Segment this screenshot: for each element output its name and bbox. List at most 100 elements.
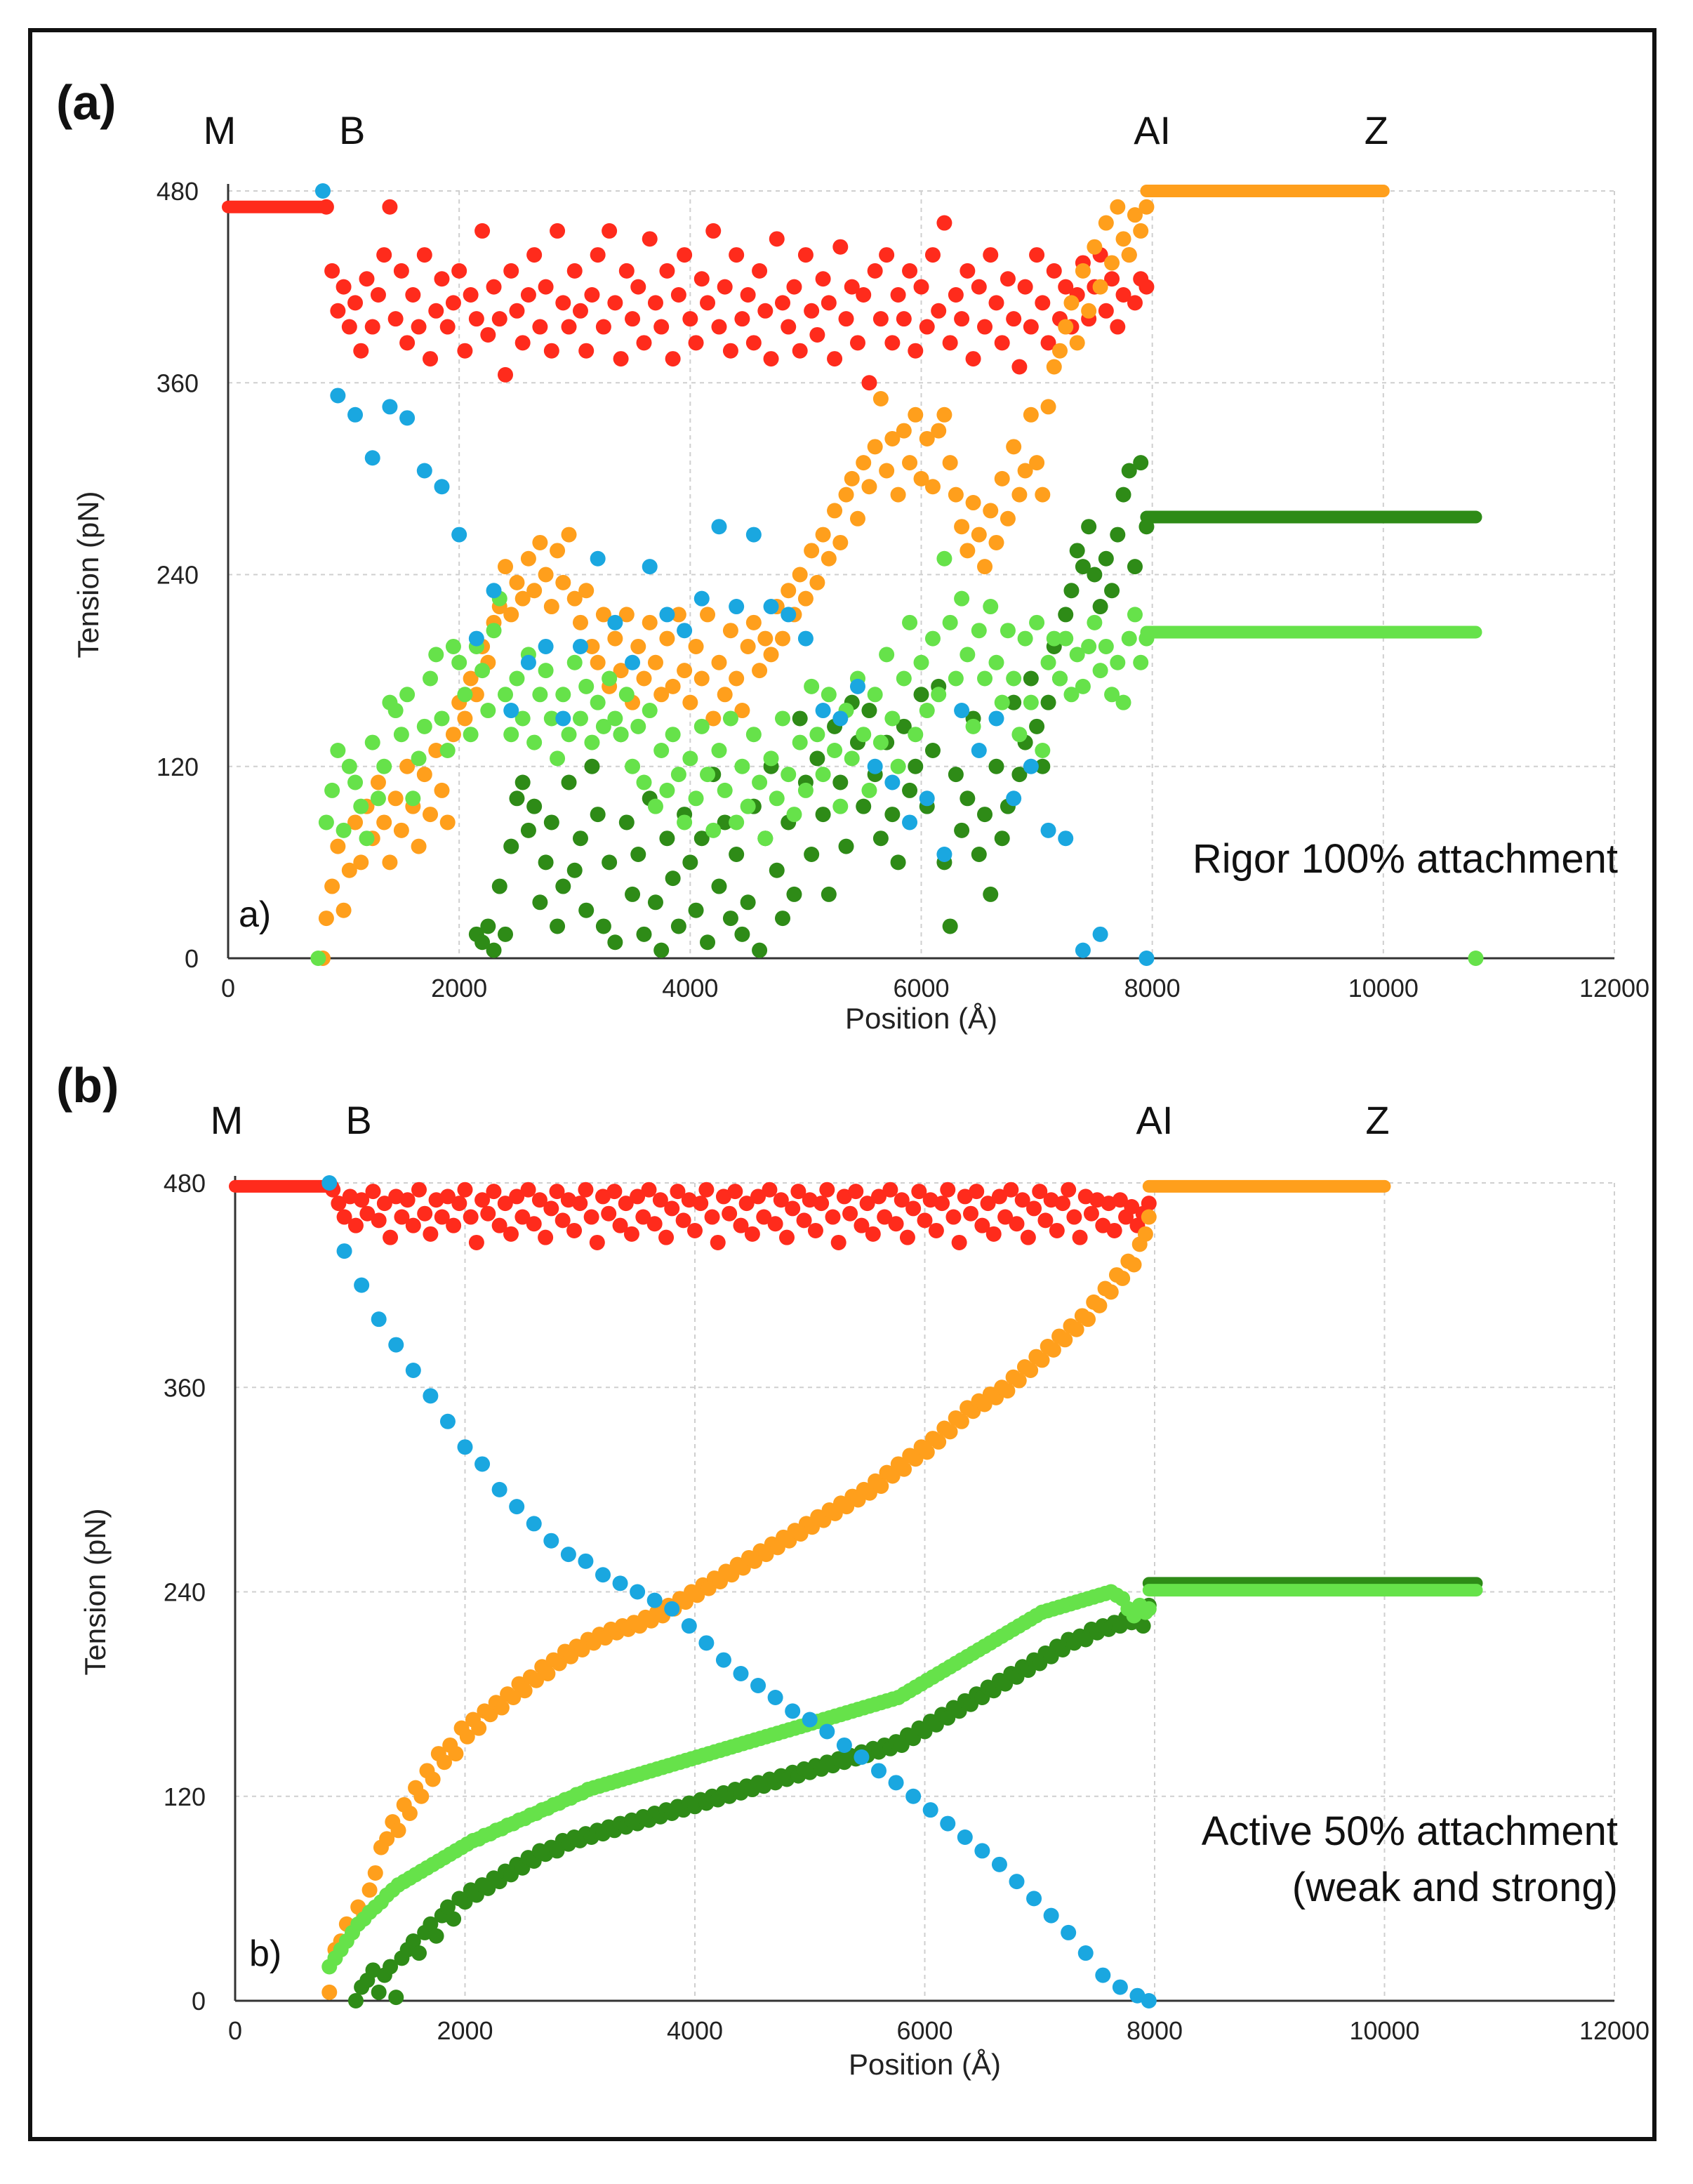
data-point (988, 710, 1004, 727)
data-point (1032, 1184, 1048, 1200)
data-point (578, 678, 595, 694)
data-point (659, 830, 675, 847)
data-point (331, 1196, 347, 1212)
data-point (359, 830, 375, 847)
data-point (636, 926, 652, 942)
data-point (919, 790, 935, 807)
x-axis-title: Position (Å) (845, 1002, 997, 1035)
data-point (804, 543, 820, 559)
data-point (1023, 670, 1039, 687)
data-point (1092, 926, 1108, 942)
data-point (405, 1217, 421, 1233)
data-point (792, 710, 808, 727)
data-point (555, 574, 571, 590)
data-point (659, 630, 675, 647)
panel-sub-label: b) (249, 1933, 281, 1974)
data-point (509, 1499, 525, 1515)
data-point (486, 623, 502, 639)
data-point (832, 710, 849, 727)
data-point (740, 894, 756, 911)
data-point (550, 750, 566, 767)
data-point (399, 687, 416, 703)
data-point (434, 479, 450, 495)
data-point (520, 1182, 536, 1198)
data-point (1121, 630, 1137, 647)
data-point (1006, 670, 1022, 687)
data-point (740, 798, 756, 814)
data-point (365, 1962, 381, 1978)
data-point (428, 742, 444, 758)
data-point (807, 1222, 823, 1238)
data-point (854, 1749, 870, 1765)
data-point (486, 279, 502, 295)
data-point (1135, 1618, 1151, 1634)
data-point (682, 311, 698, 327)
data-point (827, 503, 843, 519)
data-point (423, 807, 439, 823)
data-point (931, 303, 947, 319)
data-point (526, 734, 543, 750)
data-point (310, 951, 326, 966)
data-point (367, 1865, 383, 1881)
data-point (1069, 543, 1085, 559)
data-point (1115, 231, 1131, 247)
data-point (677, 663, 693, 679)
data-point (428, 647, 444, 663)
x-tick-label: 2000 (437, 2016, 493, 2045)
data-point (1087, 239, 1103, 255)
data-point (399, 1192, 416, 1208)
data-point (555, 687, 571, 703)
data-point (630, 279, 646, 295)
data-point (659, 607, 675, 623)
data-point (601, 1205, 617, 1222)
data-point (416, 767, 432, 783)
data-point (797, 590, 814, 607)
data-point (1104, 687, 1120, 703)
data-point (867, 687, 883, 703)
data-point (745, 614, 762, 630)
data-point (538, 854, 554, 871)
data-point (1106, 1222, 1122, 1238)
data-point (717, 687, 733, 703)
data-point (913, 687, 929, 703)
data-point (457, 1439, 473, 1455)
panel-sub-label: a) (239, 894, 271, 935)
data-point (838, 838, 854, 854)
data-point (890, 854, 906, 871)
data-point (790, 1184, 806, 1200)
data-point (491, 311, 507, 327)
data-point (688, 335, 704, 351)
data-point (595, 319, 611, 335)
data-point (365, 1184, 381, 1200)
data-point (861, 1485, 877, 1501)
data-point (954, 703, 970, 719)
data-point (1040, 399, 1056, 415)
data-point (750, 1677, 766, 1693)
data-point (819, 1723, 835, 1740)
data-point (677, 623, 693, 639)
data-point (745, 335, 762, 351)
data-point (797, 630, 814, 647)
data-point (960, 790, 976, 807)
data-point (700, 295, 716, 311)
data-point (468, 1234, 484, 1250)
data-point (711, 878, 727, 894)
data-point (423, 670, 439, 687)
data-point (474, 663, 491, 679)
y-tick-label: 360 (157, 369, 199, 397)
data-point (509, 1189, 525, 1205)
data-point (838, 311, 854, 327)
data-point (1052, 343, 1068, 359)
data-point (503, 263, 519, 279)
data-point (659, 782, 675, 798)
data-point (1006, 694, 1022, 710)
data-point (1040, 335, 1056, 351)
data-point (468, 311, 484, 327)
data-point (948, 287, 964, 303)
y-tick-label: 240 (164, 1578, 206, 1607)
data-point (711, 319, 727, 335)
data-point (698, 1635, 715, 1651)
data-point (682, 854, 698, 871)
data-point (681, 1618, 697, 1634)
